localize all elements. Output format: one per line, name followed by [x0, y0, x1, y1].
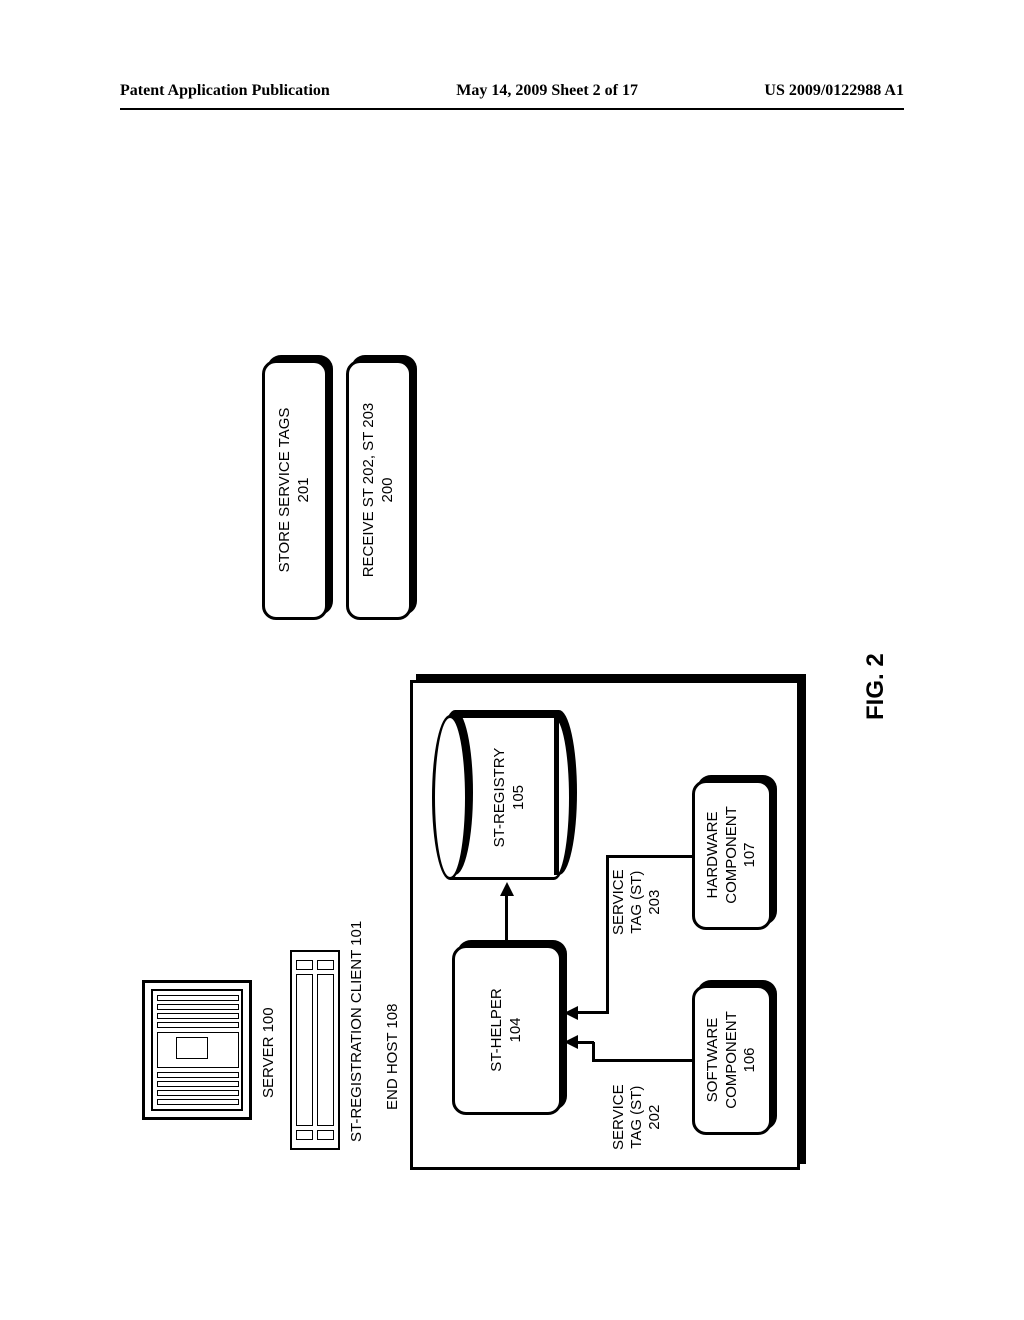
line-sw-horz [592, 1042, 595, 1062]
receive-line2: 200 [379, 477, 398, 502]
line-sw-vert [592, 1059, 692, 1062]
hardware-line3: 107 [741, 842, 760, 867]
line-hw-horz [606, 856, 609, 1014]
store-line1: STORE SERVICE TAGS [276, 408, 295, 573]
st-202-label: SERVICE TAG (ST) 202 [610, 1084, 664, 1150]
page-header: Patent Application Publication May 14, 2… [0, 82, 1024, 100]
st-registry-label: ST-REGISTRY [491, 715, 510, 880]
line-sw-into-helper [576, 1041, 594, 1044]
st-203-label: SERVICE TAG (ST) 203 [610, 869, 664, 935]
figure-label: FIG. 2 [862, 653, 890, 720]
st-registry-cylinder: ST-REGISTRY 105 [432, 715, 572, 880]
header-rule [120, 108, 904, 110]
st-helper-label: ST-HELPER [488, 988, 507, 1071]
st-203-l1: SERVICE [610, 869, 628, 935]
st-helper-id: 104 [507, 1017, 526, 1042]
arrow-helper-to-registry [500, 882, 514, 896]
receive-line1: RECEIVE ST 202, ST 203 [360, 403, 379, 578]
page: Patent Application Publication May 14, 2… [0, 0, 1024, 1320]
server-label: SERVER 100 [260, 1007, 277, 1098]
st-helper-box: ST-HELPER 104 [452, 945, 562, 1115]
software-line1: SOFTWARE [704, 1018, 723, 1102]
server-icon [142, 980, 252, 1120]
st-202-l1: SERVICE [610, 1084, 628, 1150]
registration-client-label: ST-REGISTRATION CLIENT 101 [348, 921, 365, 1142]
hardware-line1: HARDWARE [704, 812, 723, 899]
diagram-canvas: SERVER 100 ST-REGISTRATION CLIENT 101 EN… [132, 170, 892, 1190]
st-203-l2: TAG (ST) [628, 869, 646, 935]
line-hw-up [576, 1011, 608, 1014]
store-line2: 201 [295, 477, 314, 502]
st-202-l2: TAG (ST) [628, 1084, 646, 1150]
line-hw-vert [606, 855, 692, 858]
st-registry-id: 105 [510, 715, 529, 880]
line-helper-to-registry [505, 894, 508, 940]
st-203-l3: 203 [646, 869, 664, 935]
store-service-tags-box: STORE SERVICE TAGS 201 [262, 360, 328, 620]
arrow-hw-into-helper [564, 1006, 578, 1020]
st-202-l3: 202 [646, 1084, 664, 1150]
hardware-component-box: HARDWARE COMPONENT 107 [692, 780, 772, 930]
header-right: US 2009/0122988 A1 [764, 82, 904, 100]
software-line2: COMPONENT [723, 1011, 742, 1109]
header-center: May 14, 2009 Sheet 2 of 17 [456, 82, 638, 100]
software-line3: 106 [741, 1047, 760, 1072]
header-left: Patent Application Publication [120, 82, 330, 100]
hardware-line2: COMPONENT [723, 806, 742, 904]
registration-client-icon [290, 950, 340, 1150]
end-host-label: END HOST 108 [384, 1004, 401, 1110]
receive-st-box: RECEIVE ST 202, ST 203 200 [346, 360, 412, 620]
software-component-box: SOFTWARE COMPONENT 106 [692, 985, 772, 1135]
